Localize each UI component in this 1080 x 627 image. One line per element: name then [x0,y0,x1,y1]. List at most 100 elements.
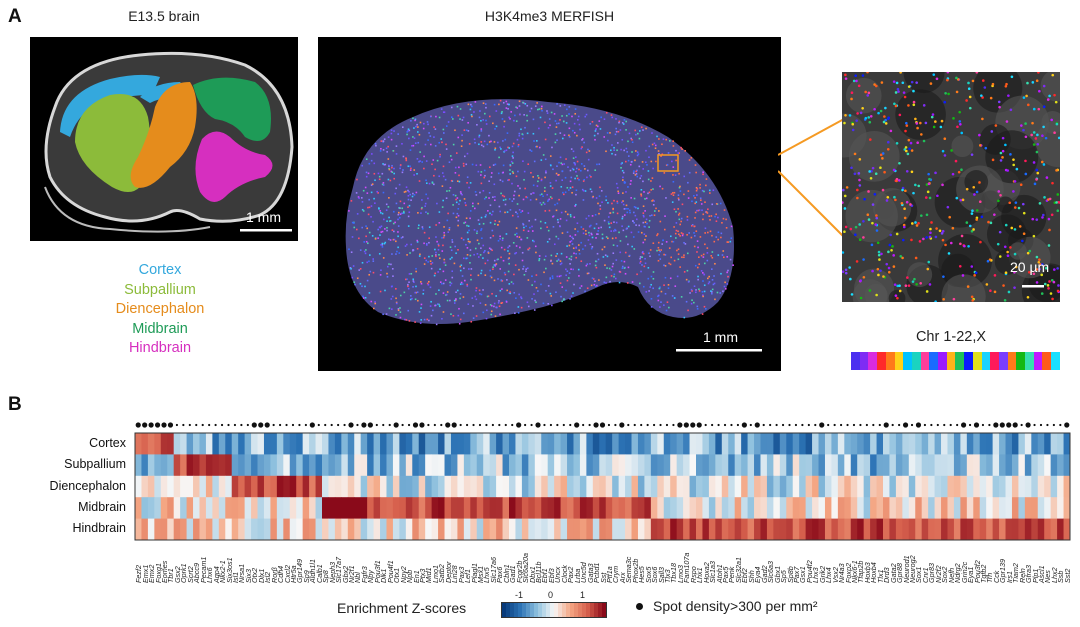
density-dot [1012,422,1018,428]
heatmap-cell [1044,433,1052,455]
density-dot [640,423,643,427]
zoom-speckles [842,72,1060,302]
heatmap-cell [631,518,639,541]
heatmap-cell [567,475,574,498]
heatmap-cell [541,475,549,498]
heatmap-cell [1024,433,1032,455]
heatmap-cell [883,518,890,541]
heatmap-cell [399,454,407,477]
heatmap-cell [354,518,362,541]
heatmap-cell [244,454,252,477]
heatmap-cell [154,454,162,477]
zscore-swatch [510,603,514,617]
density-dot [167,422,174,428]
heatmap-cell [676,433,684,455]
density-dot [549,423,553,427]
heatmap-cell [708,497,716,519]
heatmap-cell [238,497,246,519]
heatmap-cell [483,454,491,477]
heatmap-cell [1018,475,1026,498]
heatmap-cell [1050,497,1058,519]
heatmap-cell [334,497,342,519]
heatmap-cell [734,433,742,455]
heatmap-cell [1031,475,1039,498]
heatmap-cell [135,454,142,477]
heatmap-cell [573,454,581,477]
heatmap-cell [612,454,620,477]
heatmap-cell [438,475,445,498]
heatmap-cell [534,518,542,541]
heatmap-cell [754,518,761,541]
heatmap-cell [392,475,400,498]
heatmap-cell [579,433,587,455]
heatmap-cell [309,497,316,519]
heatmap-cell [773,475,781,498]
heatmap-cell [392,433,400,455]
heatmap-cell [1031,454,1039,477]
density-dot [794,423,798,427]
heatmap-cell [205,518,213,541]
heatmap-cell [205,454,213,477]
merfish-image [318,37,781,371]
heatmap-cell [496,497,503,519]
heatmap-cell [779,454,787,477]
heatmap-cell [322,475,329,498]
density-dot [988,423,991,427]
heatmap-cell [650,433,658,455]
heatmap-cell [1057,518,1064,541]
heatmap-cell [876,433,884,455]
heatmap-cell [528,497,536,519]
heatmap-cell [631,475,639,498]
density-dot [704,423,707,427]
heatmap-cell [483,497,491,519]
heatmap-cell [1005,475,1013,498]
heatmap-cell [663,518,671,541]
heatmap-cell [960,518,968,541]
heatmap-cell [141,433,149,455]
heatmap-cell [863,497,871,519]
heatmap-cell [766,497,774,519]
heatmap-cell [135,518,142,541]
heatmap-cell [928,475,935,498]
density-dot [846,423,849,427]
heatmap-cell [225,518,233,541]
density-dot [993,422,999,428]
heatmap-cell [973,454,981,477]
density-dot [419,422,425,428]
density-dot [910,423,914,427]
heatmap-cell [760,475,768,498]
heatmap-cell [322,454,329,477]
density-dot [175,423,179,427]
heatmap-cell [470,497,478,519]
heatmap-cell [934,433,942,455]
heatmap-cell [657,475,665,498]
heatmap-cell [386,433,394,455]
heatmap-cell [147,497,155,519]
heatmap-cell [863,454,871,477]
heatmap-cell [824,475,832,498]
heatmap-cell [992,518,1000,541]
heatmap-cell [212,518,220,541]
density-dot [741,422,747,428]
heatmap-cell [380,497,387,519]
density-dot [240,423,243,427]
heatmap-cell [953,518,961,541]
region-legend-cortex: Cortex [138,262,182,278]
heatmap-cell [941,433,948,455]
zoom-lines [778,118,845,238]
density-dot [264,422,270,428]
heatmap-cell [180,433,187,455]
chr-swatch [981,352,991,370]
heatmap-cell [831,497,839,519]
heatmap-row-label: Cortex [89,435,126,450]
heatmap-cell [895,475,903,498]
heatmap-cell [747,454,755,477]
heatmap-cell [1057,454,1064,477]
heatmap-cell [438,454,445,477]
heatmap-cell [599,475,607,498]
heatmap-cell [567,433,574,455]
heatmap-cell [676,518,684,541]
heatmap-cell [386,454,394,477]
heatmap-cell [599,454,607,477]
heatmap-cell [947,497,955,519]
